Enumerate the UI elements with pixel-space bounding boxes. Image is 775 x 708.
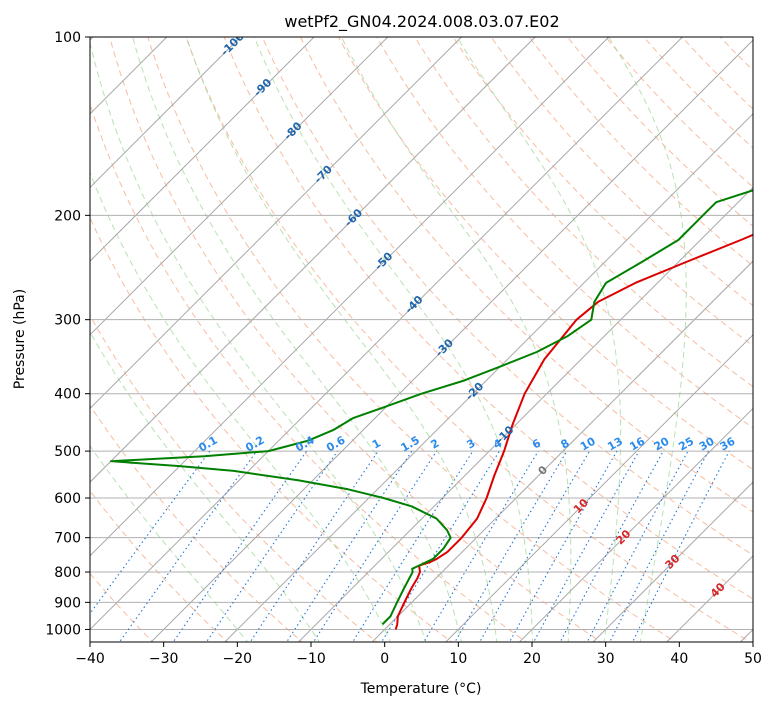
isotherm-line: [371, 260, 753, 642]
mixing-ratio-line: [454, 450, 568, 642]
y-tick-label: 500: [54, 444, 81, 460]
y-tick-label: 400: [54, 387, 81, 403]
mixing-ratio-line: [286, 450, 413, 642]
y-tick-label: 200: [54, 208, 81, 224]
isotherm-line: [90, 37, 389, 336]
dry-adiabat: [223, 37, 753, 600]
mixing-ratio-line: [352, 450, 474, 642]
isotherm-line: [90, 37, 315, 262]
x-tick-label: −20: [223, 651, 253, 667]
mixing-ratio-line: [631, 450, 730, 642]
x-tick-label: 20: [523, 651, 541, 667]
dry-adiabat: [337, 37, 753, 471]
dry-adiabat: [147, 37, 677, 642]
mixing-ratio-line: [90, 450, 211, 615]
axes: −40 −30 −20 −10 0 10 20 30 40 50 100 200 300 400 500 60…: [45, 30, 762, 667]
dry-adiabat: [452, 37, 753, 347]
x-axis-label: Temperature (°C): [360, 681, 482, 697]
mixing-ratio-line: [479, 450, 591, 642]
y-tick-label: 100: [54, 30, 81, 46]
y-tick-label: 800: [54, 565, 81, 581]
y-tick-label: 700: [54, 531, 81, 547]
y-tick-label: 1000: [45, 622, 81, 638]
dry-adiabat: [376, 37, 753, 429]
dry-adiabat: [490, 37, 753, 307]
x-tick-label: 40: [670, 651, 688, 667]
chart-title: wetPf2_GN04.2024.008.03.07.E02: [284, 12, 559, 32]
isotherm-line: [518, 407, 753, 642]
dry-adiabat: [185, 37, 752, 642]
isotherm-line: [90, 37, 463, 410]
y-tick-label: 300: [54, 313, 81, 329]
background-lines: [90, 37, 753, 642]
x-tick-label: 0: [380, 651, 389, 667]
isotherm-line: [90, 37, 536, 483]
plot-frame: [89, 36, 754, 643]
mixing-ratio-line: [380, 450, 500, 642]
x-tick-label: −40: [75, 651, 105, 667]
isotherm-line: [445, 334, 753, 642]
mixing-ratio-line: [312, 450, 438, 642]
isotherm-line: [150, 39, 753, 642]
isotherm-line: [592, 481, 753, 642]
y-axis-label: Pressure (hPa): [12, 289, 28, 389]
dewpoint-line: [109, 189, 753, 625]
mixing-ratio-line: [205, 450, 338, 642]
isotherm-line: [297, 186, 753, 642]
isotherm-line: [90, 37, 610, 557]
y-tick-label: 600: [54, 491, 81, 507]
dry-adiabat: [299, 37, 753, 513]
x-tick-label: 50: [744, 651, 762, 667]
dry-adiabat: [261, 37, 753, 556]
x-tick-label: 30: [597, 651, 615, 667]
mixing-ratio-line: [508, 450, 618, 642]
profile-lines: [109, 189, 753, 630]
isotherm-line: [224, 113, 753, 642]
mixing-ratio-line: [423, 450, 539, 642]
isotherm-line: [90, 37, 684, 631]
isotherm-line: [90, 37, 242, 189]
x-tick-label: −10: [296, 651, 326, 667]
x-tick-label: −30: [149, 651, 179, 667]
temperature-line: [394, 233, 753, 630]
dry-adiabat: [414, 37, 753, 388]
mixing-ratio-line: [249, 450, 379, 642]
x-tick-label: 10: [449, 651, 467, 667]
mixing-ratio-line: [609, 450, 709, 642]
y-tick-label: 900: [54, 595, 81, 611]
